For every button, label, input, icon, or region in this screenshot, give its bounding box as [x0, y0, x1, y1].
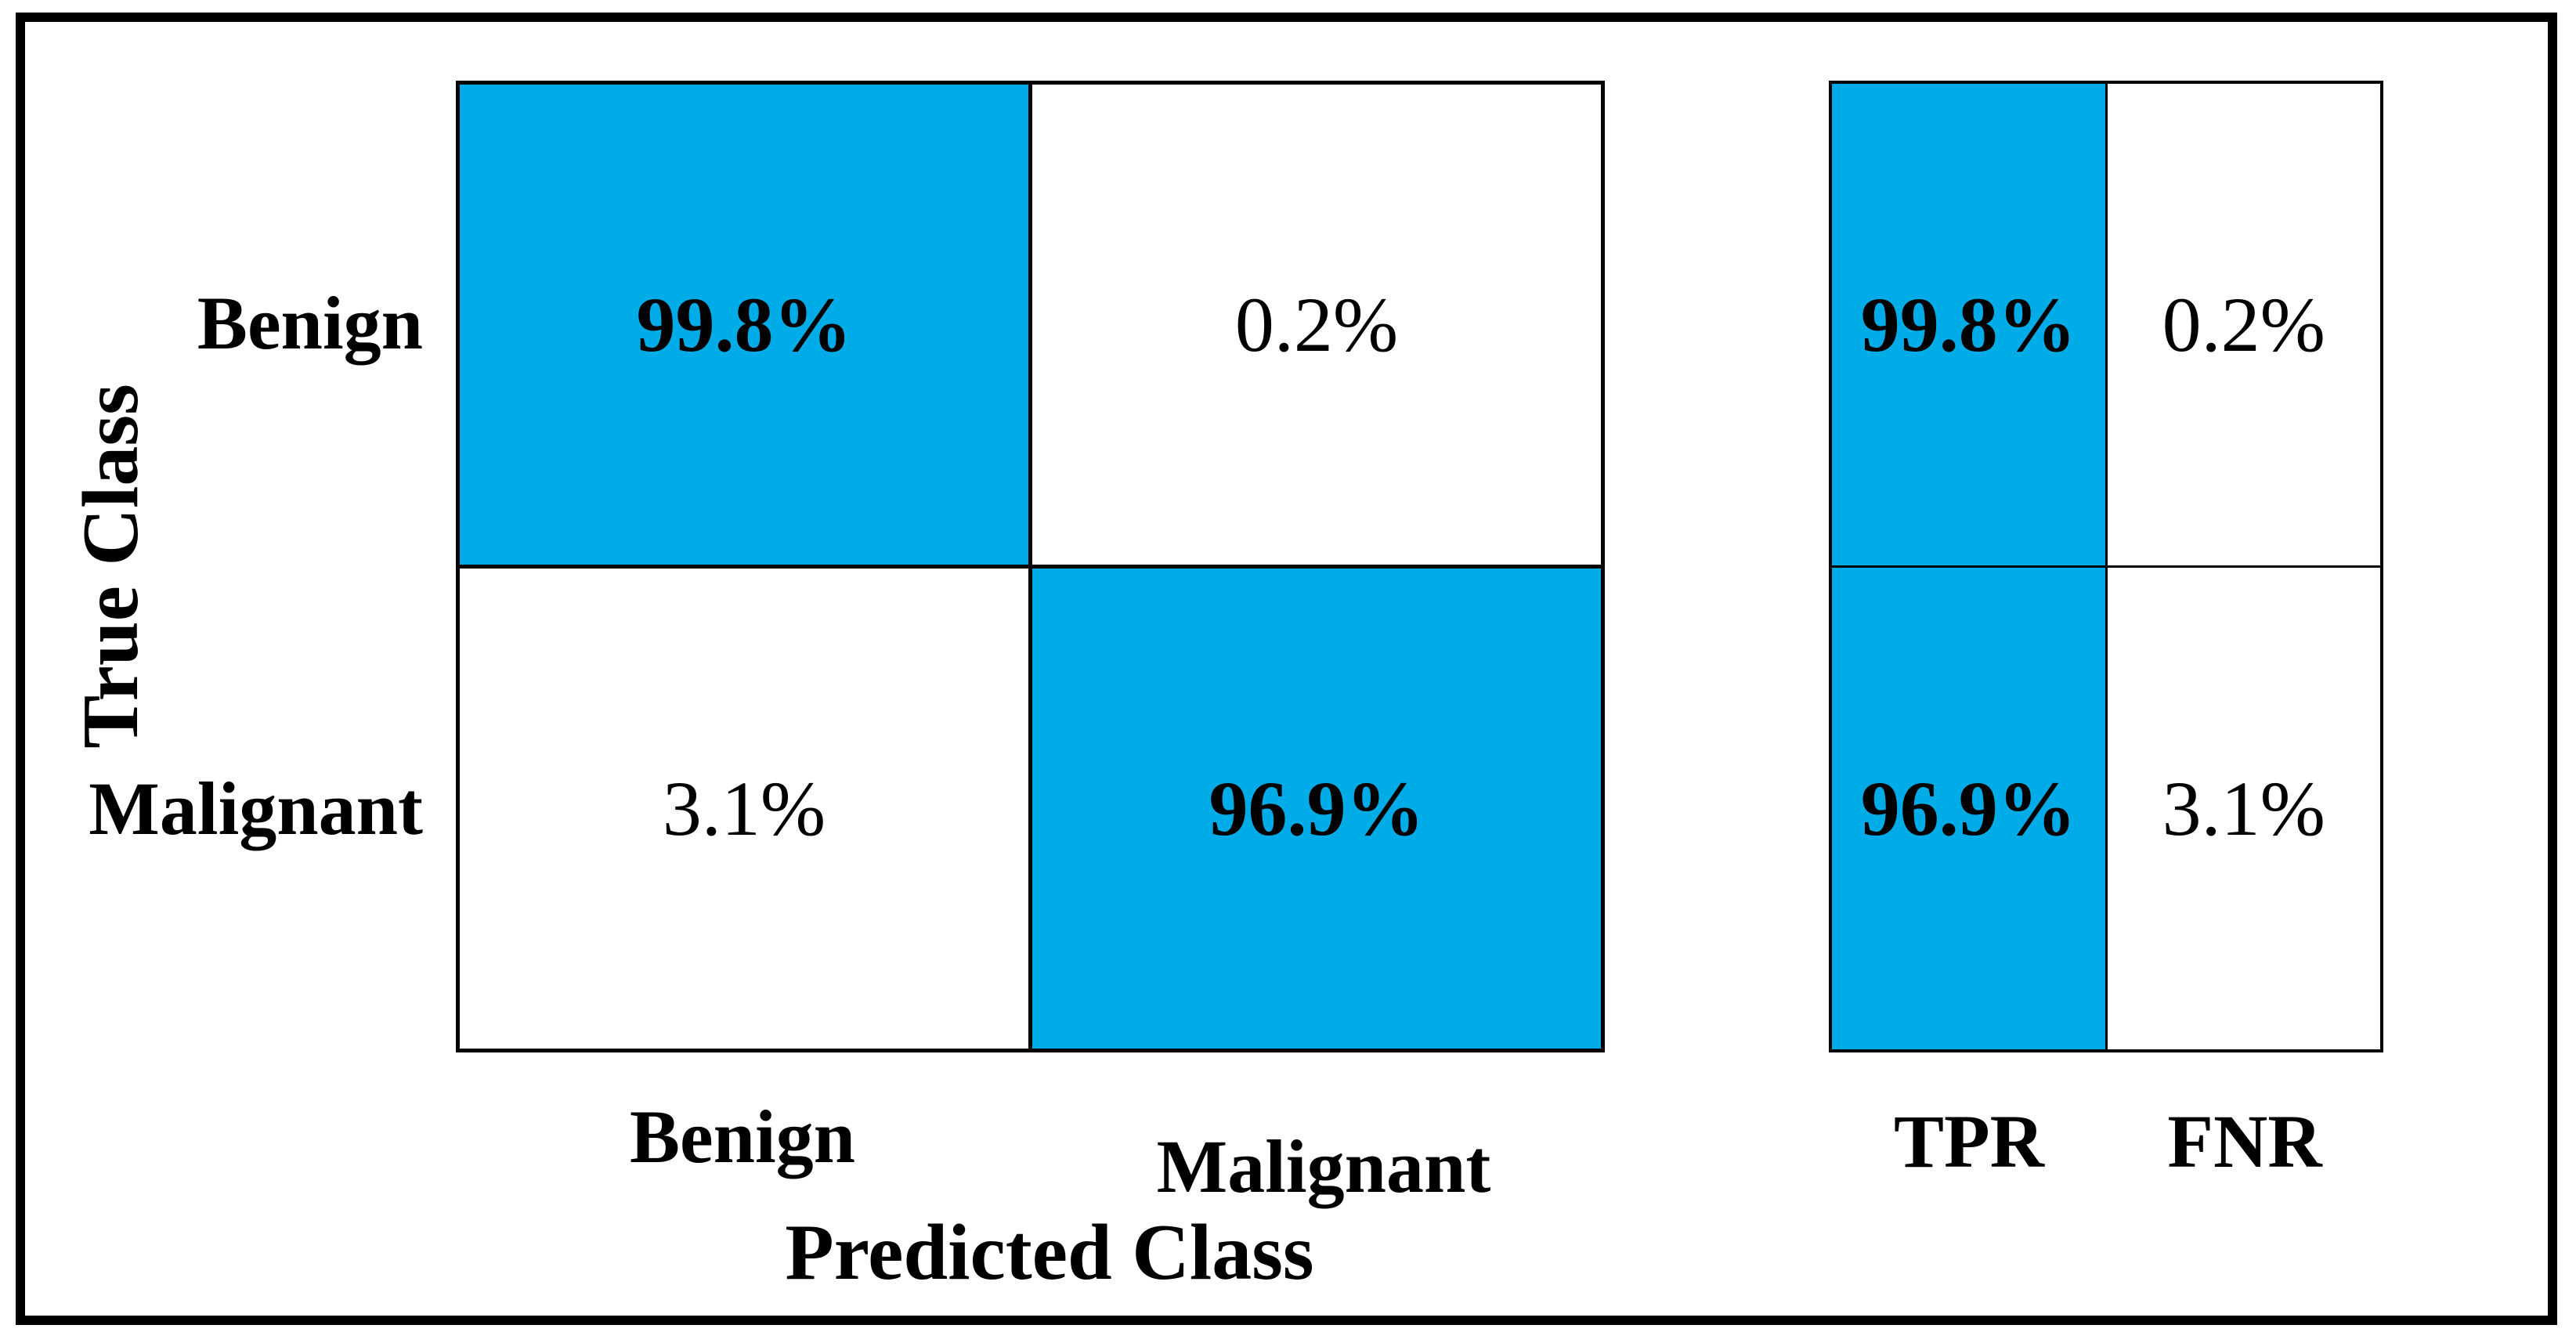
summary-cell-benign-fnr: 0.2% — [2107, 84, 2380, 565]
summary-cell-malignant-fnr: 3.1% — [2107, 568, 2380, 1049]
y-axis-title: True Class — [67, 384, 155, 749]
y-tick-benign: Benign — [197, 281, 423, 365]
confusion-matrix: 99.8% 0.2% 3.1% 96.9% — [456, 81, 1605, 1052]
matrix-cell-benign-benign: 99.8% — [460, 85, 1028, 565]
y-tick-malignant: Malignant — [89, 767, 423, 850]
x-tick-fnr: FNR — [2167, 1099, 2322, 1183]
x-tick-malignant: Malignant — [1156, 1125, 1491, 1208]
matrix-cell-malignant-benign: 3.1% — [460, 569, 1028, 1049]
x-tick-benign: Benign — [629, 1095, 856, 1179]
summary-panel: 99.8% 0.2% 96.9% 3.1% — [1829, 81, 2383, 1052]
matrix-cell-malignant-malignant: 96.9% — [1032, 569, 1601, 1049]
summary-cell-benign-tpr: 99.8% — [1832, 84, 2105, 565]
x-tick-tpr: TPR — [1894, 1099, 2044, 1183]
x-axis-title: Predicted Class — [785, 1208, 1314, 1297]
summary-cell-malignant-tpr: 96.9% — [1832, 568, 2105, 1049]
matrix-cell-benign-malignant: 0.2% — [1032, 85, 1601, 565]
